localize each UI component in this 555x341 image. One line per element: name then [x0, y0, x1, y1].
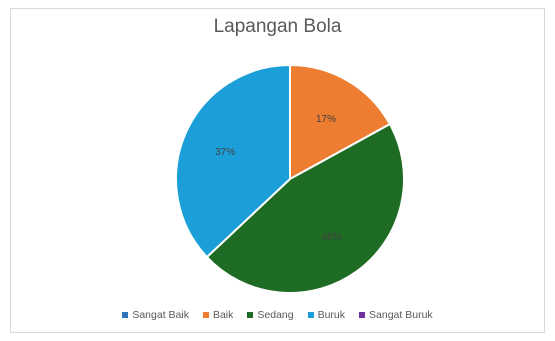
chart-title: Lapangan Bola	[213, 16, 342, 37]
legend-swatch	[359, 312, 366, 318]
data-label: 17%	[316, 114, 336, 125]
legend-label: Sedang	[257, 309, 294, 321]
legend-swatch	[247, 312, 254, 318]
legend-item: Sangat Baik	[122, 309, 189, 321]
legend-swatch	[202, 312, 209, 318]
legend-label: Sangat Baik	[132, 309, 189, 321]
pie-slice-baik	[289, 63, 392, 181]
legend-item: Sedang	[247, 309, 294, 321]
legend-label: Buruk	[317, 309, 346, 321]
legend-item: Baik	[202, 309, 234, 321]
legend-label: Sangat Buruk	[369, 309, 433, 321]
data-label: 46%	[322, 232, 342, 243]
legend-swatch	[122, 312, 129, 318]
pie-slice-buruk	[175, 63, 291, 259]
chart-legend: Sangat Baik Baik Sedang Buruk Sangat Buruk	[0, 309, 555, 321]
pie-slice-sedang	[205, 122, 405, 294]
legend-item: Buruk	[307, 309, 346, 321]
legend-item: Sangat Buruk	[359, 309, 433, 321]
legend-swatch	[307, 312, 314, 318]
legend-label: Baik	[212, 309, 234, 321]
data-label: 37%	[215, 147, 235, 158]
